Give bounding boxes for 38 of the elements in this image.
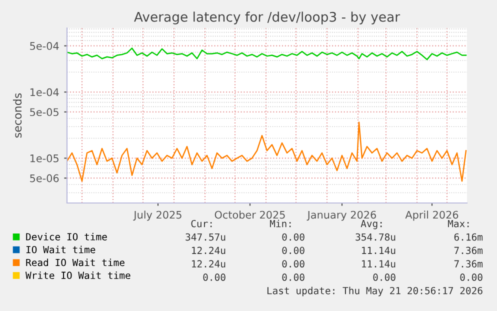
text: 0.00 [282, 260, 304, 268]
chart-title: Average latency for /dev/loop3 - by year [134, 12, 400, 24]
text: 7.36m [454, 246, 483, 254]
text: 12.24u [192, 260, 226, 268]
line-series [67, 122, 467, 182]
text: 0.00 [282, 274, 304, 281]
text: 11.14u [362, 246, 396, 254]
text: 6.16m [454, 233, 483, 241]
text: 347.57u [186, 233, 226, 241]
x-tick-label: January 2026 [306, 210, 376, 221]
y-tick-label: 1e-04 [30, 88, 59, 96]
y-tick-label: 5e-04 [30, 42, 59, 50]
line-series [67, 48, 467, 60]
text: 0.00 [282, 246, 304, 254]
y-tick-label: 5e-06 [30, 174, 59, 182]
text: 12.24u [192, 246, 226, 254]
legend-label: IO Wait time [26, 246, 96, 254]
y-axis-title: seconds [13, 93, 22, 138]
text: Max: [448, 220, 469, 228]
x-tick-label: July 2025 [133, 210, 182, 221]
text: 11.14u [362, 260, 396, 268]
text: 0.00 [373, 274, 396, 281]
x-tick-label: April 2026 [405, 210, 458, 221]
text: 354.78u [356, 233, 396, 241]
legend-label: Device IO time [26, 232, 107, 240]
legend-label: Write IO Wait time [26, 272, 130, 280]
text: Cur: [191, 220, 212, 228]
text: 7.36m [454, 260, 483, 268]
text: Min: [270, 220, 291, 228]
text: 0.00 [203, 274, 226, 281]
text: Avg: [360, 220, 382, 230]
y-tick-label: 5e-05 [30, 108, 58, 116]
text: Last update: Thu May 21 20:56:17 2026 [267, 286, 482, 296]
text: 0.00 [460, 274, 482, 281]
text: 0.00 [282, 233, 304, 241]
legend-label: Read IO Wait time [26, 258, 124, 266]
x-tick-label: October 2025 [214, 210, 285, 219]
y-tick-label: 1e-05 [30, 154, 58, 162]
